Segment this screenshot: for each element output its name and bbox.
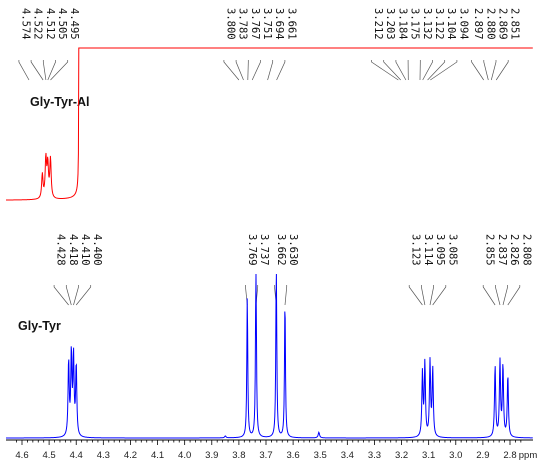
peak-label: 3.122: [433, 8, 445, 40]
peak-label: 2.837: [496, 234, 508, 266]
x-tick-label: 3.1: [422, 450, 435, 461]
peak-leader-line: [47, 60, 56, 81]
sample-label-0: Gly-Tyr-Al: [30, 95, 90, 109]
spectrum-trace-1: [6, 273, 533, 439]
peak-label: 3.694: [273, 8, 285, 40]
peak-leader-line: [223, 60, 240, 81]
peak-leader-line: [427, 60, 446, 81]
peak-label: 4.505: [56, 8, 68, 40]
x-tick-label: 4.0: [178, 450, 191, 461]
peak-leader-line: [421, 285, 426, 306]
peak-label: 3.175: [409, 8, 421, 40]
peak-leader-line: [408, 285, 423, 306]
x-tick-label: 3.6: [287, 450, 300, 461]
peak-label: 2.855: [484, 234, 496, 266]
peak-label: 4.495: [68, 8, 80, 40]
peak-leader-line: [507, 285, 521, 306]
peak-label: 2.897: [472, 8, 484, 40]
peak-leader-line: [18, 60, 30, 81]
x-tick-label: 4.4: [70, 450, 83, 461]
x-tick-label: 3.0: [449, 450, 462, 461]
peak-label: 3.767: [249, 8, 261, 40]
x-tick-label: 3.7: [259, 450, 272, 461]
peak-label: 3.661: [285, 8, 297, 40]
ppm-axis: 4.6 4.5 4.4 4.3 4.2 4.1 4.0 3.9 3.8 3.7 3.6 3.5 3.4 3…: [6, 439, 538, 461]
peak-leader-line: [371, 60, 399, 81]
peak-leader-line: [267, 60, 274, 81]
peak-leader-line: [73, 285, 79, 306]
x-tick-label: 2.8: [503, 450, 516, 461]
peak-label: 3.783: [237, 8, 249, 40]
peak-label: 2.851: [509, 8, 521, 40]
peak-label: 2.880: [484, 8, 496, 40]
peak-label: 4.574: [19, 8, 31, 40]
peak-leader-line: [65, 285, 72, 306]
sample-label-1: Gly-Tyr: [18, 319, 61, 333]
peak-label: 3.095: [434, 234, 446, 266]
peak-leader-line: [490, 60, 497, 81]
peak-label: 3.094: [457, 8, 469, 40]
x-tick-label: 3.8: [232, 450, 245, 461]
x-tick-label: 2.9: [476, 450, 489, 461]
peak-label: 2.826: [508, 234, 520, 266]
x-tick-label: 3.5: [314, 450, 327, 461]
peak-leader-line: [495, 285, 501, 306]
peak-label: 3.132: [421, 8, 433, 40]
peak-label: 3.662: [275, 234, 287, 266]
x-tick-label: 3.9: [205, 450, 218, 461]
peak-label: 2.808: [520, 234, 532, 266]
x-tick-label: 4.1: [151, 450, 164, 461]
x-tick-label: 3.4: [341, 450, 354, 461]
peak-label: 3.630: [287, 234, 299, 266]
peak-leader-line: [42, 60, 47, 81]
peak-label: 4.418: [67, 234, 79, 266]
peak-label: 3.800: [224, 8, 236, 40]
peak-leader-line: [50, 60, 69, 81]
peak-label: 3.184: [396, 8, 408, 40]
peak-leader-line: [75, 285, 92, 306]
x-tick-label: 4.6: [15, 450, 28, 461]
peak-label: 4.512: [44, 8, 56, 40]
peak-leader-line: [422, 60, 433, 81]
peak-leader-line: [502, 285, 508, 306]
peak-label: 4.522: [32, 8, 44, 40]
peak-label: 3.769: [246, 234, 258, 266]
peak-leader-line: [383, 60, 401, 81]
peak-label: 3.114: [422, 234, 434, 266]
peak-leader-line: [247, 60, 249, 81]
peak-label: 3.085: [446, 234, 458, 266]
peak-leader-line: [276, 60, 286, 81]
peak-label: 3.123: [410, 234, 422, 266]
x-axis-title: ppm: [519, 450, 538, 461]
x-tick-label: 4.2: [124, 450, 137, 461]
peak-leader-line: [251, 60, 261, 81]
peak-label: 4.410: [79, 234, 91, 266]
peak-leader-line: [482, 285, 496, 306]
peak-leader-line: [53, 285, 69, 306]
peak-label: 3.212: [372, 8, 384, 40]
peak-leader-line: [235, 60, 244, 81]
peak-leader-line: [430, 60, 458, 81]
x-tick-label: 4.5: [43, 450, 56, 461]
peak-leader-line: [30, 60, 44, 81]
x-tick-label: 3.2: [395, 450, 408, 461]
peak-label: 3.751: [261, 8, 273, 40]
x-tick-label: 4.3: [97, 450, 110, 461]
peak-label: 4.428: [55, 234, 67, 266]
spectrum-trace-0: [6, 47, 533, 201]
peak-label: 4.400: [91, 234, 103, 266]
peak-label: 2.869: [497, 8, 509, 40]
peak-label: 3.737: [258, 234, 270, 266]
peak-leader-line: [432, 285, 447, 306]
peak-label: 3.104: [445, 8, 457, 40]
peak-leader-line: [483, 60, 489, 81]
peak-leader-line: [429, 285, 434, 306]
peak-leader-line: [284, 285, 288, 306]
x-tick-label: 3.3: [368, 450, 381, 461]
peak-leader-line: [395, 60, 407, 81]
peak-label: 3.203: [384, 8, 396, 40]
peak-leader-line: [495, 60, 509, 81]
peak-leader-line: [471, 60, 484, 81]
